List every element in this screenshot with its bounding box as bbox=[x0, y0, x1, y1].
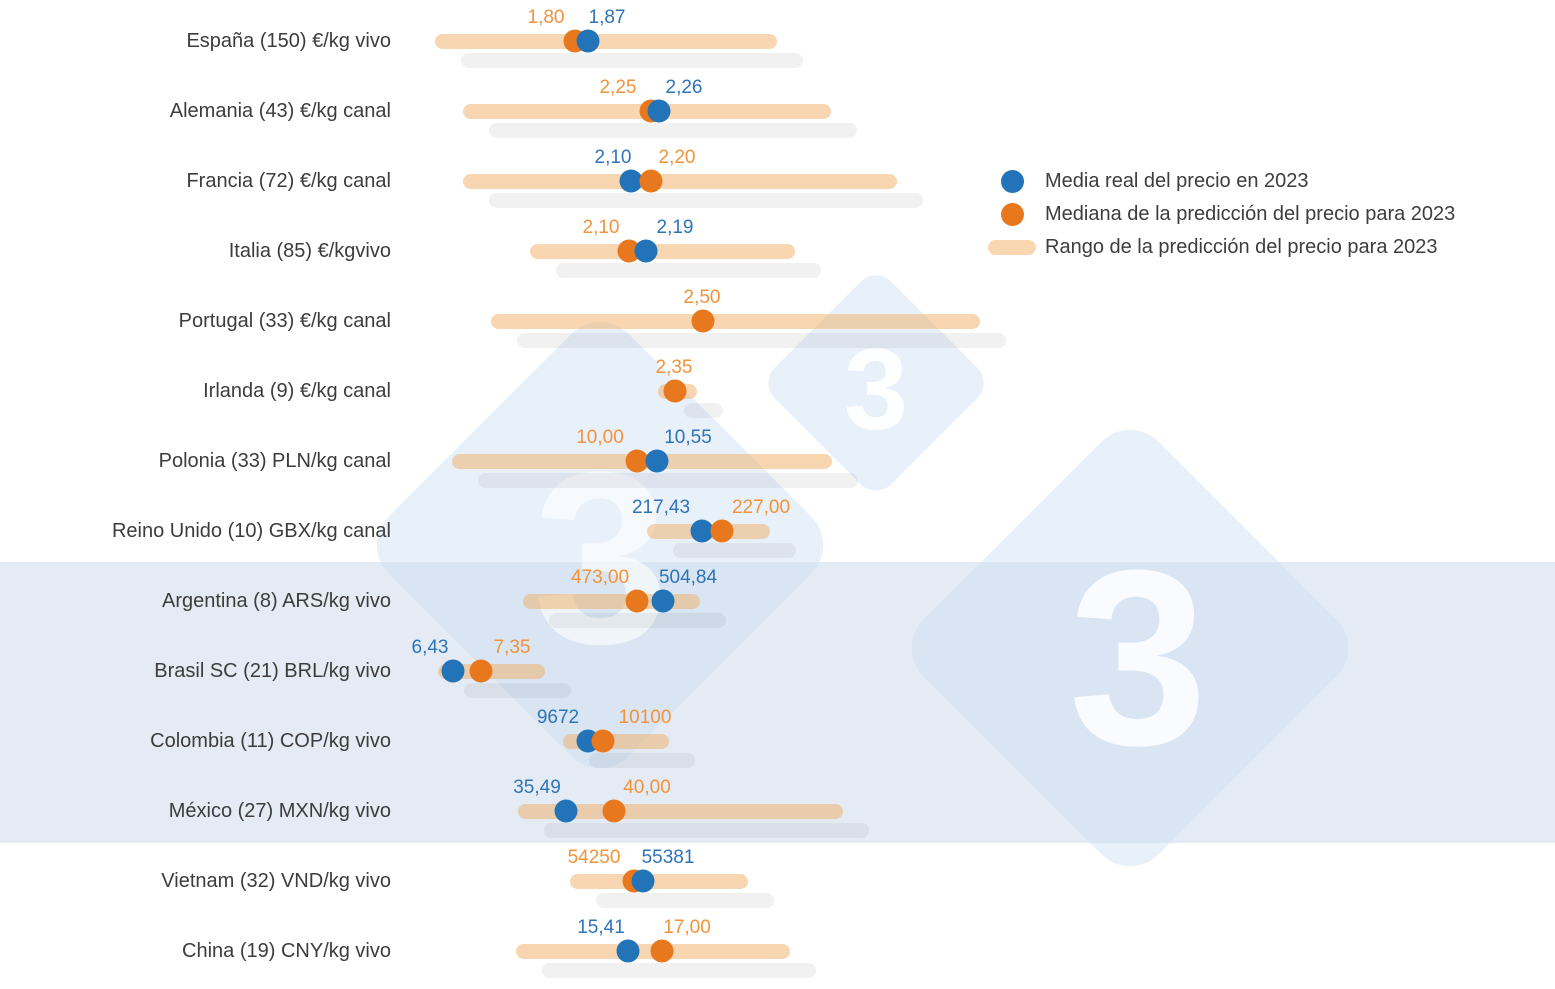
dot-mediana-prediccion bbox=[591, 729, 615, 753]
dot-mediana-prediccion bbox=[602, 799, 626, 823]
legend-marker-box bbox=[988, 170, 1036, 193]
dot-mediana-prediccion bbox=[663, 379, 687, 403]
range-bar-shadow bbox=[544, 822, 869, 838]
value-label-media-real: 55381 bbox=[641, 847, 695, 868]
row-label: Reino Unido (10) GBX/kg canal bbox=[111, 520, 391, 542]
value-label-mediana-prediccion: 473,00 bbox=[570, 567, 630, 588]
range-bar-shadow bbox=[464, 682, 571, 698]
row-label: Irlanda (9) €/kg canal bbox=[203, 380, 391, 402]
range-bar-shadow bbox=[589, 752, 695, 768]
range-bar-shadow bbox=[461, 52, 803, 68]
dot-media-real bbox=[619, 169, 643, 193]
dot-mediana-prediccion bbox=[625, 589, 649, 613]
dot-mediana-prediccion bbox=[639, 169, 663, 193]
range-bar-shadow bbox=[556, 262, 821, 278]
dot-media-real bbox=[576, 29, 600, 53]
row-label: Vietnam (32) VND/kg vivo bbox=[161, 870, 391, 892]
value-label-mediana-prediccion: 2,50 bbox=[683, 287, 721, 308]
value-label-media-real: 6,43 bbox=[411, 637, 449, 658]
value-label-mediana-prediccion: 2,20 bbox=[658, 147, 696, 168]
dot-mediana-prediccion bbox=[710, 519, 734, 543]
value-label-mediana-prediccion: 2,10 bbox=[582, 217, 620, 238]
legend-item-mediana-prediccion: Mediana de la predicción del precio para… bbox=[988, 198, 1455, 231]
watermark-three-glyph: 3 bbox=[844, 325, 908, 454]
range-bar-shadow bbox=[673, 542, 796, 558]
value-label-media-real: 2,10 bbox=[594, 147, 632, 168]
dot-media-real bbox=[631, 869, 655, 893]
range-bar bbox=[435, 33, 777, 49]
value-label-media-real: 217,43 bbox=[631, 497, 691, 518]
value-label-mediana-prediccion: 2,25 bbox=[599, 77, 637, 98]
legend-label: Mediana de la predicción del precio para… bbox=[1045, 203, 1456, 225]
value-label-mediana-prediccion: 7,35 bbox=[493, 637, 531, 658]
range-bar-shadow bbox=[489, 192, 923, 208]
range-bar-shadow bbox=[517, 332, 1006, 348]
value-label-mediana-prediccion: 10,00 bbox=[576, 427, 624, 448]
watermark-three-glyph: 3 bbox=[532, 420, 670, 695]
row-label: Brasil SC (21) BRL/kg vivo bbox=[154, 660, 391, 682]
range-bar-shadow bbox=[489, 122, 857, 138]
value-label-mediana-prediccion: 1,80 bbox=[527, 7, 565, 28]
dot-media-real bbox=[690, 519, 714, 543]
range-bar-shadow bbox=[684, 402, 723, 418]
dot-mediana-prediccion bbox=[469, 659, 493, 683]
row-label: México (27) MXN/kg vivo bbox=[168, 800, 391, 822]
range-bar bbox=[530, 243, 795, 259]
value-label-media-real: 35,49 bbox=[513, 777, 561, 798]
legend-label: Media real del precio en 2023 bbox=[1045, 170, 1309, 192]
row-label: Portugal (33) €/kg canal bbox=[178, 310, 391, 332]
row-label: Colombia (11) COP/kg vivo bbox=[150, 730, 391, 752]
range-bar bbox=[463, 173, 897, 189]
orange-dot-icon bbox=[1000, 203, 1024, 226]
legend-item-rango-prediccion: Rango de la predicción del precio para 2… bbox=[988, 231, 1455, 264]
blue-dot-icon bbox=[1000, 170, 1024, 193]
value-label-mediana-prediccion: 17,00 bbox=[663, 917, 711, 938]
value-label-media-real: 2,19 bbox=[656, 217, 694, 238]
highlight-band bbox=[0, 562, 1555, 843]
range-bar-shadow bbox=[596, 892, 774, 908]
row-label: Argentina (8) ARS/kg vivo bbox=[162, 590, 391, 612]
range-bar bbox=[570, 873, 748, 889]
value-label-mediana-prediccion: 2,35 bbox=[655, 357, 693, 378]
dot-media-real bbox=[554, 799, 578, 823]
value-label-mediana-prediccion: 54250 bbox=[567, 847, 621, 868]
dot-media-real bbox=[645, 449, 669, 473]
legend-label: Rango de la predicción del precio para 2… bbox=[1045, 236, 1438, 258]
value-label-mediana-prediccion: 10100 bbox=[618, 707, 672, 728]
value-label-media-real: 504,84 bbox=[658, 567, 718, 588]
dot-media-real bbox=[634, 239, 658, 263]
row-label: Italia (85) €/kgvivo bbox=[228, 240, 391, 262]
value-label-mediana-prediccion: 227,00 bbox=[731, 497, 791, 518]
range-bar-shadow bbox=[542, 962, 816, 978]
dot-mediana-prediccion bbox=[625, 449, 649, 473]
value-label-media-real: 2,26 bbox=[665, 77, 703, 98]
dot-mediana-prediccion bbox=[691, 309, 715, 333]
range-bar-shadow bbox=[478, 472, 858, 488]
value-label-media-real: 10,55 bbox=[664, 427, 712, 448]
range-bar bbox=[491, 313, 980, 329]
dot-media-real bbox=[441, 659, 465, 683]
watermark-three-glyph: 3 bbox=[1068, 518, 1208, 797]
legend-marker-box bbox=[988, 203, 1036, 226]
value-label-media-real: 1,87 bbox=[588, 7, 626, 28]
row-label: Alemania (43) €/kg canal bbox=[169, 100, 391, 122]
range-pill-icon bbox=[988, 240, 1036, 255]
value-label-mediana-prediccion: 40,00 bbox=[623, 777, 671, 798]
legend: Media real del precio en 2023 Mediana de… bbox=[988, 165, 1455, 264]
range-bar-shadow bbox=[549, 612, 726, 628]
row-label: España (150) €/kg vivo bbox=[186, 30, 391, 52]
dot-mediana-prediccion bbox=[650, 939, 674, 963]
range-bar bbox=[518, 803, 843, 819]
dot-media-real bbox=[616, 939, 640, 963]
value-label-media-real: 9672 bbox=[536, 707, 580, 728]
row-label: Francia (72) €/kg canal bbox=[186, 170, 391, 192]
value-label-media-real: 15,41 bbox=[577, 917, 625, 938]
row-label: Polonia (33) PLN/kg canal bbox=[158, 450, 391, 472]
dot-media-real bbox=[651, 589, 675, 613]
dot-media-real bbox=[647, 99, 671, 123]
row-label: China (19) CNY/kg vivo bbox=[182, 940, 391, 962]
legend-marker-box bbox=[988, 240, 1036, 255]
legend-item-media-real: Media real del precio en 2023 bbox=[988, 165, 1455, 198]
